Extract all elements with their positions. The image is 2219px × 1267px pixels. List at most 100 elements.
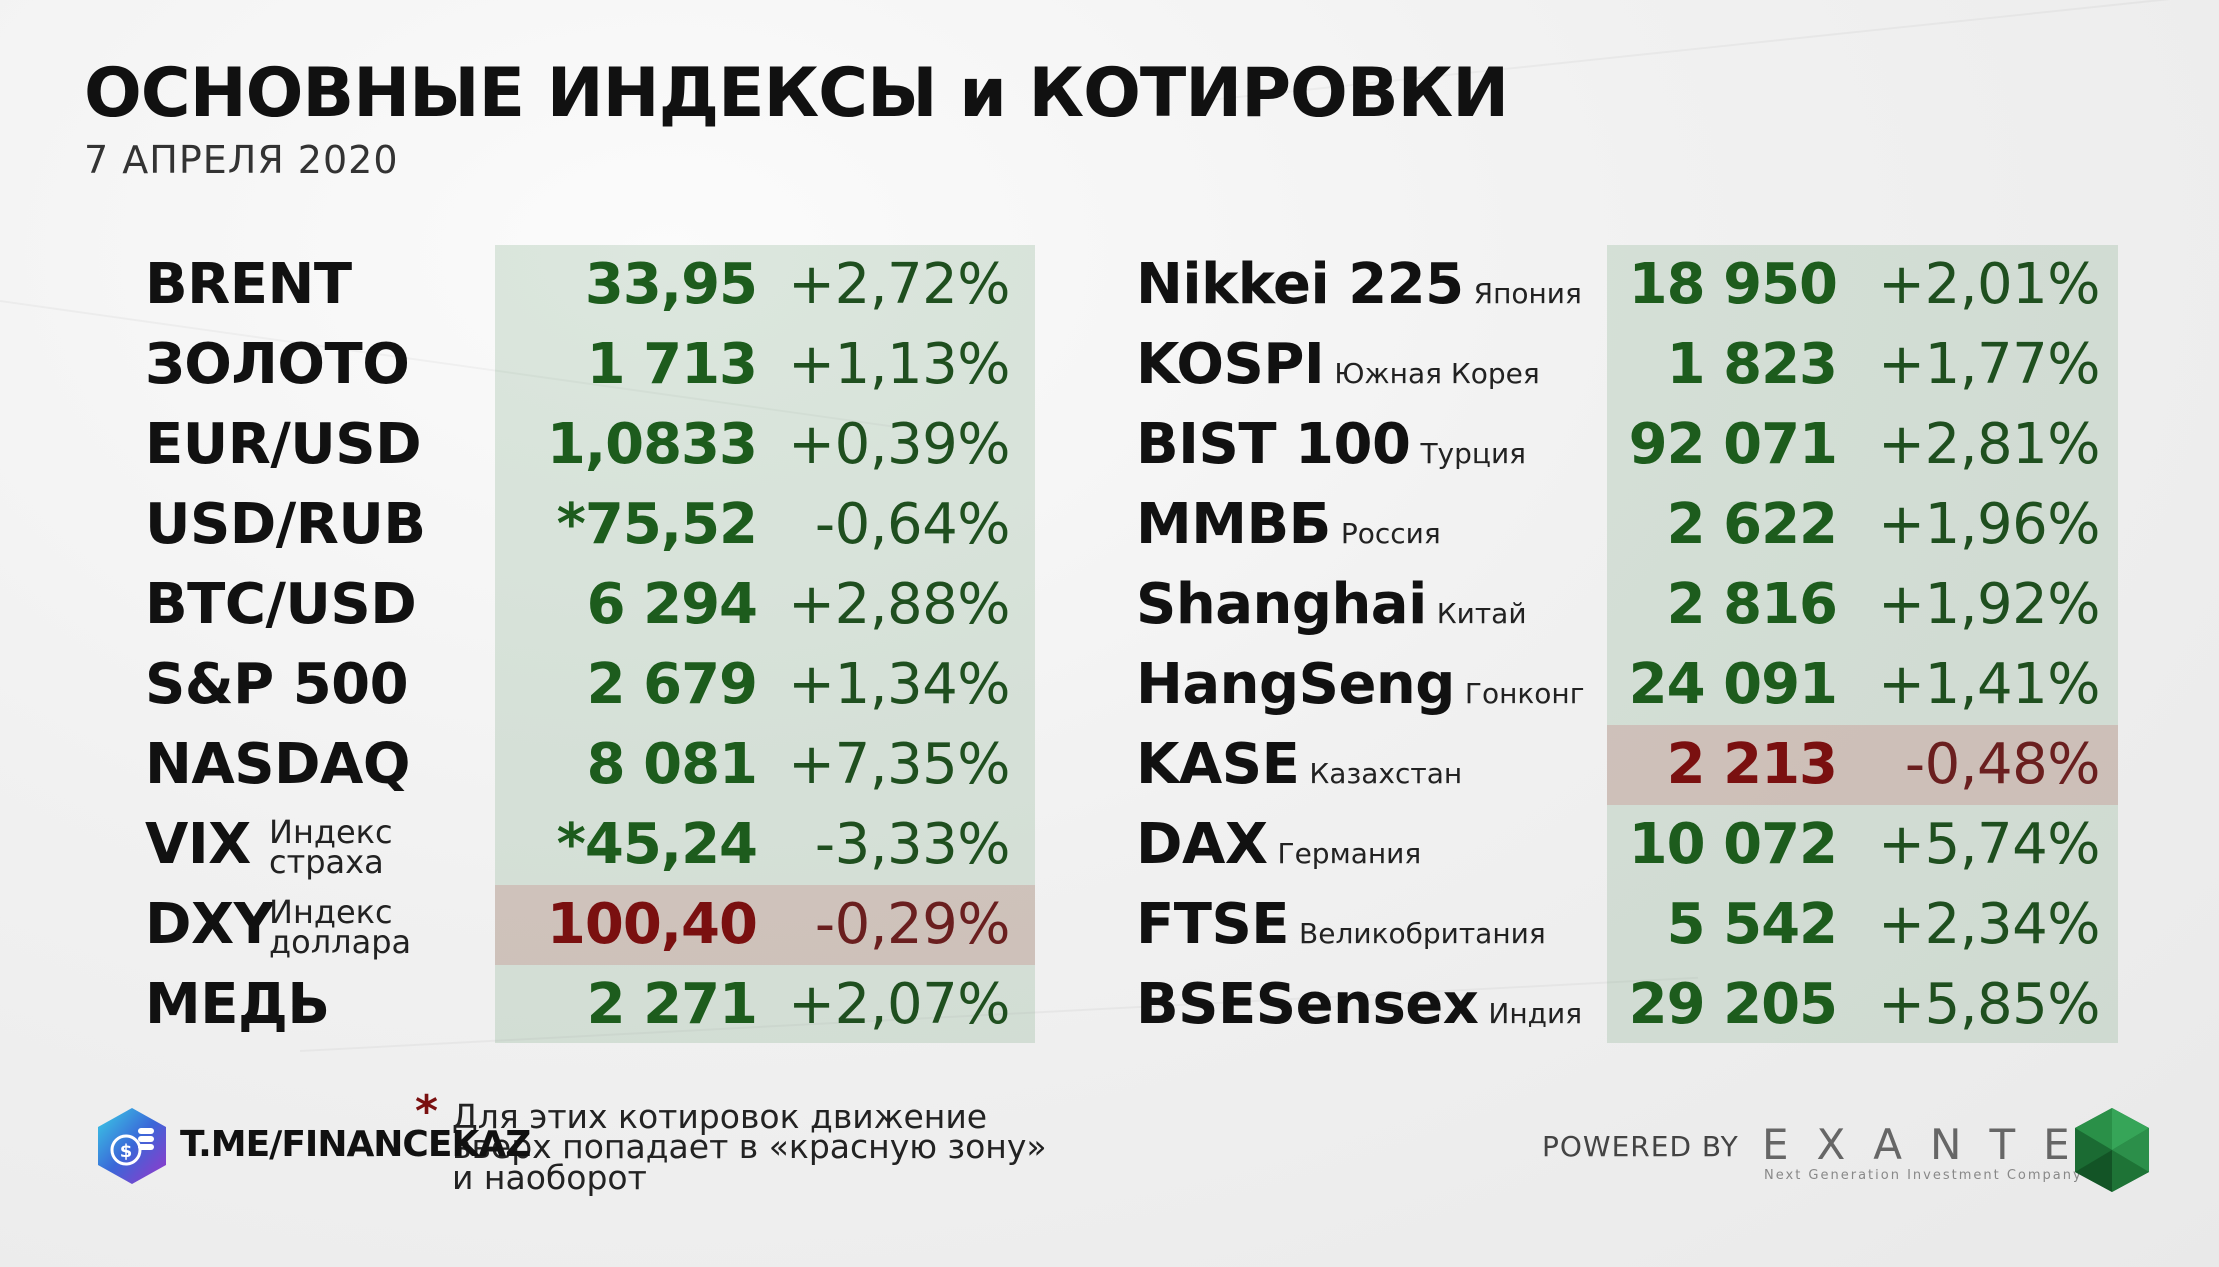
index-name-text: ММВБ (1136, 492, 1331, 557)
quote-value: *45,24 (556, 812, 758, 877)
quote-value: 1 713 (586, 332, 758, 397)
quote-change: +1,13% (788, 332, 1010, 397)
quote-value: 1,0833 (546, 412, 758, 477)
quote-name: S&P 500 (145, 652, 409, 717)
index-name: DAX Германия (1136, 817, 1421, 873)
quote-name: BRENT (145, 252, 352, 317)
quote-value: 8 081 (586, 732, 758, 797)
index-change: +1,92% (1878, 572, 2100, 637)
quote-change: -0,64% (814, 492, 1011, 557)
index-name-text: HangSeng (1136, 652, 1455, 717)
index-value: 29 205 (1628, 972, 1838, 1037)
quote-change: +1,34% (788, 652, 1010, 717)
index-change: +1,96% (1878, 492, 2100, 557)
powered-by-label: POWERED BY (1542, 1130, 1739, 1163)
footnote-line: вверх попадает в «красную зону» (452, 1127, 1047, 1167)
quote-name: DXY (145, 892, 274, 957)
footnote-text: Для этих котировок движение вверх попада… (452, 1097, 1047, 1197)
quote-change: -0,29% (814, 892, 1011, 957)
quote-name: NASDAQ (145, 732, 410, 797)
index-country: Китай (1436, 597, 1527, 630)
svg-text:$: $ (120, 1141, 133, 1162)
quote-value: 100,40 (546, 892, 758, 957)
index-value: 5 542 (1666, 892, 1838, 957)
index-change: +2,34% (1878, 892, 2100, 957)
index-name: HangSeng Гонконг (1136, 657, 1584, 713)
left-green-band (495, 245, 1035, 1043)
index-value: 1 823 (1666, 332, 1838, 397)
quote-name: ЗОЛОТО (145, 332, 410, 397)
quote-name: BTC/USD (145, 572, 417, 637)
page-date: 7 АПРЕЛЯ 2020 (84, 138, 399, 182)
quote-name: МЕДЬ (145, 972, 330, 1037)
index-name-text: BSESensex (1136, 972, 1479, 1037)
telegram-link[interactable]: T.ME/FINANCEKAZ (180, 1124, 531, 1165)
index-name-text: FTSE (1136, 892, 1290, 957)
emerald-gem-logo-icon (2075, 1108, 2149, 1192)
right-green-band (1607, 245, 2118, 1043)
quote-change: -3,33% (814, 812, 1011, 877)
index-name: BSESensex Индия (1136, 977, 1582, 1033)
index-name: FTSE Великобритания (1136, 897, 1546, 953)
index-change: +2,01% (1878, 252, 2100, 317)
page-title: ОСНОВНЫЕ ИНДЕКСЫ и КОТИРОВКИ (84, 54, 1509, 133)
index-change: +5,85% (1878, 972, 2100, 1037)
quote-value: 2 271 (586, 972, 758, 1037)
index-country: Япония (1473, 277, 1582, 310)
quote-name: VIX (145, 812, 251, 877)
quote-name: USD/RUB (145, 492, 426, 557)
negative-row-band (1607, 725, 2118, 805)
quote-subtitle-line: Индекс (269, 813, 393, 851)
index-name-text: Shanghai (1136, 572, 1427, 637)
quote-value: *75,52 (556, 492, 758, 557)
quote-subtitle: Индекс страха (269, 813, 393, 882)
exante-tagline: Next Generation Investment Company (1764, 1168, 2083, 1183)
index-country: Гонконг (1464, 677, 1585, 710)
index-name: KOSPI Южная Корея (1136, 337, 1540, 393)
index-country: Турция (1420, 437, 1526, 470)
quote-change: +2,07% (788, 972, 1010, 1037)
quote-subtitle-line: страха (269, 843, 384, 882)
quote-change: +2,88% (788, 572, 1010, 637)
index-change: +1,77% (1878, 332, 2100, 397)
exante-logo-text: EXANTE (1762, 1120, 2098, 1169)
index-country: Великобритания (1299, 917, 1546, 950)
quote-value: 6 294 (586, 572, 758, 637)
index-name: KASE Казахстан (1136, 737, 1462, 793)
index-value: 10 072 (1628, 812, 1838, 877)
index-country: Южная Корея (1334, 357, 1540, 390)
index-name: Nikkei 225 Япония (1136, 257, 1582, 313)
quote-subtitle: Индекс доллара (269, 893, 412, 962)
quote-name: EUR/USD (145, 412, 422, 477)
index-name: ММВБ Россия (1136, 497, 1441, 553)
index-value: 92 071 (1628, 412, 1838, 477)
quote-subtitle-line: Индекс (269, 893, 393, 931)
index-name-text: KOSPI (1136, 332, 1325, 397)
index-country: Россия (1340, 517, 1441, 550)
index-change: -0,48% (1904, 732, 2101, 797)
index-value: 2 816 (1666, 572, 1838, 637)
quote-change: +0,39% (788, 412, 1010, 477)
footnote-star: * (415, 1086, 439, 1137)
index-country: Казахстан (1309, 757, 1463, 790)
footnote-line: и наоборот (452, 1157, 647, 1197)
index-name-text: BIST 100 (1136, 412, 1411, 477)
index-change: +2,81% (1878, 412, 2100, 477)
index-name-text: DAX (1136, 812, 1268, 877)
index-name-text: KASE (1136, 732, 1300, 797)
quote-change: +7,35% (788, 732, 1010, 797)
index-value: 2 213 (1666, 732, 1838, 797)
quote-value: 33,95 (584, 252, 758, 317)
quote-subtitle-line: доллара (269, 923, 412, 962)
index-value: 18 950 (1628, 252, 1838, 317)
index-change: +1,41% (1878, 652, 2100, 717)
index-name: Shanghai Китай (1136, 577, 1527, 633)
quote-change: +2,72% (788, 252, 1010, 317)
index-change: +5,74% (1878, 812, 2100, 877)
index-country: Германия (1277, 837, 1422, 870)
footnote-line: Для этих котировок движение (452, 1097, 988, 1136)
index-name: BIST 100 Турция (1136, 417, 1526, 473)
index-name-text: Nikkei 225 (1136, 252, 1464, 317)
index-value: 24 091 (1628, 652, 1838, 717)
telegram-finance-logo-icon[interactable]: $ (92, 1106, 172, 1186)
